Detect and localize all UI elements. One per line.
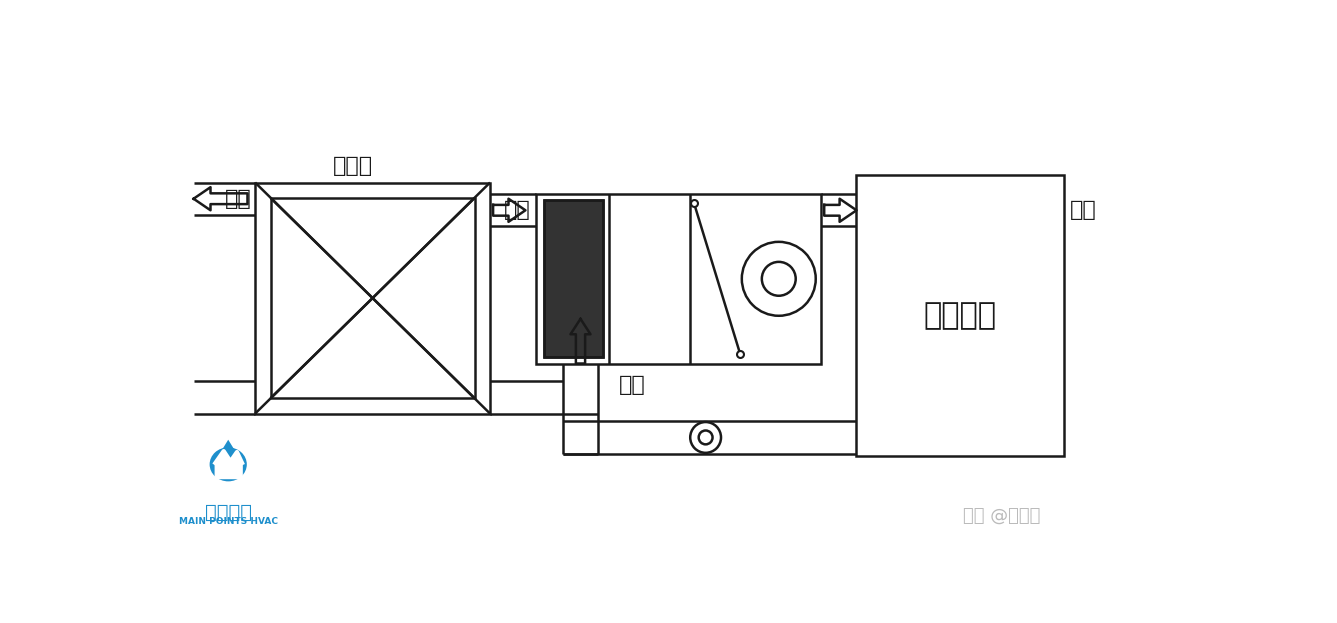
Text: MAIN POINTS HVAC: MAIN POINTS HVAC — [179, 516, 278, 526]
Text: 送风: 送风 — [1070, 200, 1096, 221]
Bar — [856, 175, 1064, 456]
Text: 要点暖通: 要点暖通 — [205, 503, 251, 522]
Text: 知乎 @黄仿时: 知乎 @黄仿时 — [964, 507, 1040, 525]
Bar — [255, 183, 491, 414]
Circle shape — [762, 262, 796, 296]
Polygon shape — [215, 451, 242, 478]
Circle shape — [742, 242, 816, 316]
Circle shape — [690, 422, 721, 453]
Bar — [536, 194, 821, 363]
Polygon shape — [214, 440, 242, 463]
Text: 换热器: 换热器 — [333, 156, 373, 176]
Ellipse shape — [210, 447, 247, 482]
Bar — [544, 200, 603, 358]
Text: 排风: 排风 — [225, 189, 251, 209]
Bar — [544, 200, 603, 358]
Text: 空调房间: 空调房间 — [924, 301, 996, 330]
Circle shape — [699, 430, 713, 444]
Text: 新风: 新风 — [504, 200, 531, 221]
Text: 回风: 回风 — [619, 375, 646, 395]
Bar — [270, 198, 475, 398]
